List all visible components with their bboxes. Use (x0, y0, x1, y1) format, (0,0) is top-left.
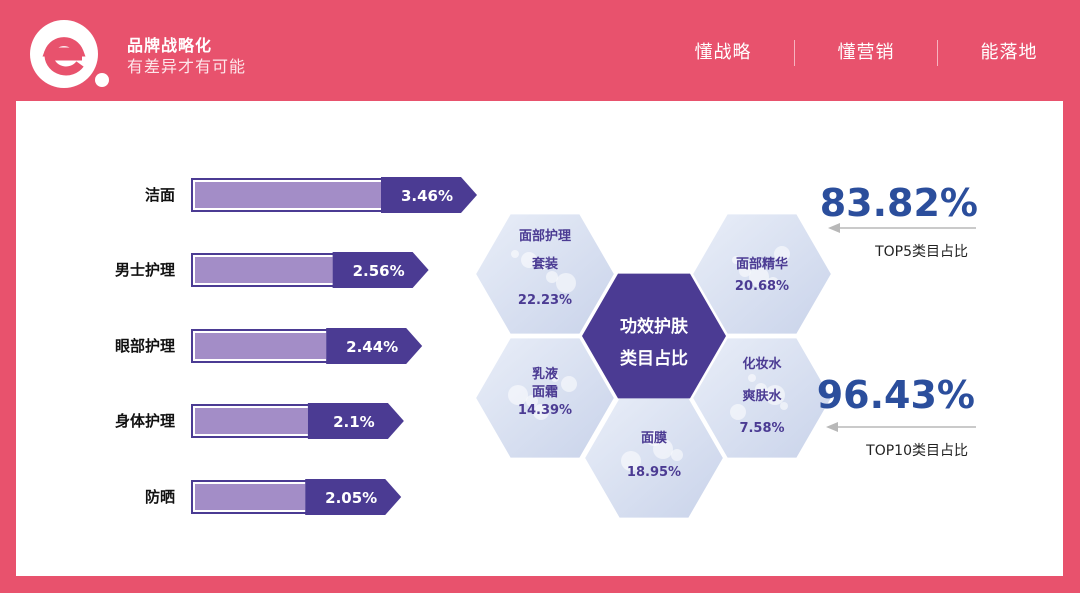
hexagon-value-label: 14.39% (518, 403, 572, 418)
top10-share-caption: TOP10类目占比 (865, 443, 968, 459)
top5-share-value: 83.82% (820, 181, 978, 225)
nav-item-marketing[interactable]: 懂营销 (837, 42, 895, 63)
bubble-decoration (765, 385, 785, 405)
bar-value-label: 2.56% (353, 262, 405, 280)
bar-value-tag (381, 177, 477, 213)
bubble-decoration (556, 273, 576, 293)
bubble-decoration (774, 246, 790, 262)
bubble-decoration (748, 374, 756, 382)
bubble-decoration (621, 451, 641, 471)
top10-share-value: 96.43% (817, 373, 975, 417)
bar (195, 182, 381, 208)
hexagon-segment: 面部精华 20.68% (690, 212, 834, 336)
bar (195, 257, 333, 283)
hexagon-category-label: 化妆水 (742, 356, 782, 372)
bubble-decoration (749, 267, 769, 287)
bubble-decoration (739, 265, 751, 277)
hexagon-tile (473, 212, 617, 336)
hexagon-category-label: 面霜 (532, 385, 558, 400)
bubble-decoration (511, 250, 519, 258)
bar (195, 333, 327, 359)
bubble-decoration (755, 383, 767, 395)
bubble-decoration (767, 277, 779, 289)
hexagon-category-label: 乳液 (532, 366, 558, 382)
hexagon-category-label: 面部精华 (736, 256, 788, 272)
header: 品牌战略化 有差异才有可能 懂战略 懂营销 能落地 (0, 0, 1080, 100)
bar-row: 身体护理 2.1% (115, 403, 404, 439)
bubble-decoration (636, 468, 644, 476)
brand-subtitle: 有差异才有可能 (127, 57, 247, 76)
bar-row: 眼部护理 2.44% (115, 328, 423, 364)
hexagon-tile (690, 336, 834, 460)
nav-item-strategy[interactable]: 懂战略 (694, 42, 752, 63)
bubble-decoration (671, 449, 683, 461)
bar-category-label: 洁面 (145, 186, 175, 204)
bar (195, 408, 308, 434)
bubble-decoration (780, 402, 788, 410)
bubble-decoration (539, 262, 547, 270)
bar-category-label: 身体护理 (115, 412, 175, 430)
nav-divider (794, 40, 795, 66)
bar-value-tag (326, 328, 423, 364)
brand-title: 品牌战略化 (127, 36, 213, 55)
hexagon-value-label: 20.68% (735, 279, 789, 294)
bubble-decoration (526, 395, 538, 407)
bar-value-label: 3.46% (401, 187, 453, 205)
bar-category-label: 眼部护理 (115, 337, 175, 355)
hexagon-center-tile (582, 273, 726, 399)
hexagon-value-label: 22.23% (518, 293, 572, 308)
brand-logo (30, 20, 109, 88)
bar-value-tag (305, 479, 402, 515)
bar-value-label: 2.05% (325, 489, 377, 507)
top-nav: 懂战略 懂营销 能落地 (652, 40, 1080, 66)
hexagon-category-label: 面部护理 (519, 228, 571, 244)
bar-value-label: 2.1% (333, 413, 375, 431)
bubble-decoration (646, 430, 662, 446)
bubble-decoration (730, 404, 746, 420)
bubble-decoration (551, 374, 559, 382)
hexagon-tile (473, 336, 617, 460)
hexagon-category-label: 爽肤水 (742, 388, 782, 404)
bar-row: 防晒 2.05% (145, 479, 402, 515)
bar-category-label: 男士护理 (115, 261, 175, 279)
category-bar-chart: 洁面 3.46% 男士护理 2.56% 眼部护理 2.44% 身体护理 2.1% 防晒 2.05% (115, 177, 477, 515)
bar-row: 男士护理 2.56% (115, 252, 429, 288)
bar-row: 洁面 3.46% (145, 177, 477, 213)
hexagon-center-label: 类目占比 (620, 348, 688, 369)
bar (195, 484, 306, 510)
top10-arrow-icon (826, 422, 976, 432)
hexagon-value-label: 7.58% (739, 421, 784, 436)
nav-item-execution[interactable]: 能落地 (980, 42, 1038, 63)
top5-share-caption: TOP5类目占比 (874, 244, 968, 260)
bubble-decoration (546, 271, 558, 283)
bar-value-tag (332, 252, 429, 288)
nav-divider (937, 40, 938, 66)
top5-arrow-icon (828, 223, 976, 233)
bubble-decoration (732, 256, 740, 264)
bar-category-label: 防晒 (145, 488, 175, 506)
bubble-decoration (521, 252, 537, 268)
hexagon-center-label: 功效护肤 (620, 316, 689, 337)
hexagon-value-label: 18.95% (627, 465, 681, 480)
hexagon-category-label: 套装 (531, 256, 558, 272)
bar-value-tag (307, 403, 404, 439)
bubble-decoration (561, 376, 577, 392)
hexagon-category-label: 面膜 (641, 430, 667, 446)
bubble-decoration (508, 385, 528, 405)
bubble-decoration (533, 404, 549, 420)
bar-value-label: 2.44% (346, 338, 398, 356)
